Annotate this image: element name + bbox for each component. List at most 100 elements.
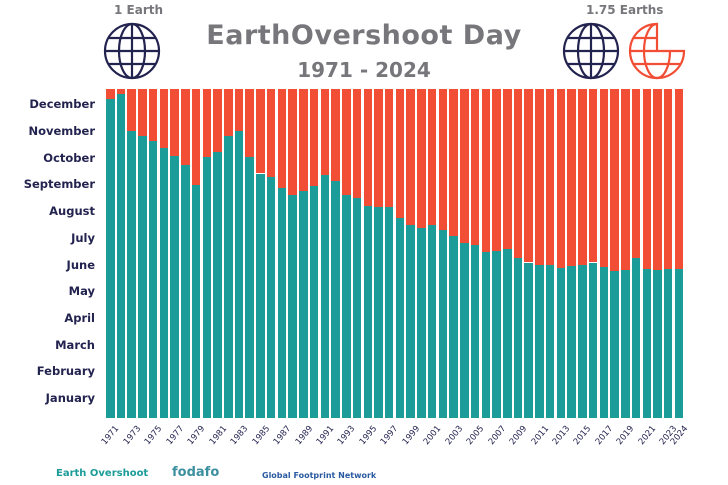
- budget-segment: [320, 175, 330, 418]
- overshoot-segment: [213, 89, 222, 152]
- x-tick-label: 2003: [443, 424, 466, 448]
- overshoot-segment: [384, 89, 394, 207]
- bar-2007: [492, 89, 501, 418]
- budget-segment: [309, 186, 319, 418]
- overshoot-segment: [363, 89, 373, 206]
- budget-segment: [181, 165, 190, 418]
- budget-segment: [342, 195, 351, 418]
- overshoot-segment: [588, 89, 598, 263]
- budget-segment: [427, 224, 437, 418]
- bar-1985: [256, 89, 265, 418]
- globe-icon: [103, 22, 161, 80]
- bar-2021: [642, 89, 651, 418]
- budget-segment: [288, 195, 297, 418]
- overshoot-segment: [513, 89, 523, 258]
- bar-2004: [460, 89, 469, 418]
- x-tick-label: 1981: [207, 424, 229, 448]
- y-tick-label: October: [43, 150, 95, 165]
- budget-segment: [524, 262, 533, 418]
- bar-1982: [224, 89, 233, 418]
- budget-segment: [384, 206, 394, 418]
- overshoot-segment: [556, 89, 566, 268]
- overshoot-segment: [642, 89, 651, 269]
- one-earth-label: 1 Earth: [114, 3, 164, 17]
- x-tick-label: 2013: [550, 424, 573, 448]
- overshoot-segment: [374, 89, 383, 207]
- budget-segment: [481, 251, 491, 418]
- bar-2006: [481, 89, 491, 418]
- y-tick-label: March: [55, 337, 95, 352]
- bar-1995: [363, 89, 373, 418]
- budget-segment: [642, 268, 651, 418]
- bar-2022: [653, 89, 662, 418]
- overshoot-segment: [106, 89, 115, 99]
- budget-segment: [363, 205, 373, 418]
- bar-1992: [331, 89, 340, 418]
- overshoot-segment: [470, 89, 480, 246]
- overshoot-segment: [427, 89, 437, 225]
- budget-segment: [556, 267, 566, 418]
- y-tick-label: May: [68, 284, 95, 299]
- bar-1972: [116, 89, 126, 418]
- overshoot-segment: [438, 89, 448, 231]
- bar-1990: [309, 89, 319, 418]
- bar-1991: [320, 89, 330, 418]
- overshoot-segment: [352, 89, 362, 198]
- bar-2023: [663, 89, 673, 418]
- budget-segment: [492, 250, 501, 418]
- bar-2003: [449, 89, 458, 418]
- x-tick-label: 2021: [636, 424, 659, 448]
- budget-segment: [299, 190, 308, 418]
- x-tick-label: 1977: [164, 424, 187, 448]
- y-tick-label: January: [45, 391, 95, 405]
- bar-2002: [438, 89, 448, 418]
- x-tick-label: 1997: [379, 424, 401, 448]
- x-tick-label: 1985: [250, 424, 272, 448]
- x-tick-label: 2009: [507, 424, 530, 448]
- bar-2012: [545, 89, 555, 418]
- overshoot-segment: [148, 89, 158, 142]
- one-point-seven-five-earths-label: 1.75 Earths: [586, 3, 664, 17]
- x-tick-label: 1989: [293, 424, 315, 448]
- overshoot-segment: [524, 89, 533, 263]
- bar-1997: [384, 89, 394, 418]
- y-tick-label: February: [36, 364, 95, 379]
- budget-segment: [159, 148, 169, 418]
- x-tick-label: 1983: [228, 424, 251, 448]
- bar-1999: [406, 89, 415, 418]
- overshoot-segment: [610, 89, 619, 272]
- overshoot-segment: [191, 89, 201, 186]
- bar-1987: [277, 89, 287, 418]
- bar-2018: [610, 89, 619, 418]
- budget-segment: [277, 187, 287, 418]
- bar-1976: [159, 89, 169, 418]
- x-tick-label: 2017: [593, 424, 616, 448]
- y-tick-label: November: [28, 124, 95, 138]
- budget-segment: [417, 228, 426, 418]
- budget-segment: [588, 262, 598, 418]
- overshoot-segment: [663, 89, 673, 269]
- budget-segment: [106, 98, 115, 418]
- budget-segment: [674, 268, 684, 418]
- budget-segment: [567, 266, 576, 418]
- budget-segment: [374, 206, 383, 418]
- bar-2005: [470, 89, 480, 418]
- bar-2014: [567, 89, 576, 418]
- overshoot-segment: [127, 89, 136, 132]
- overshoot-segment: [631, 89, 641, 258]
- x-tick-label: 1979: [185, 424, 208, 448]
- bar-1989: [299, 89, 308, 418]
- budget-segment: [266, 177, 276, 418]
- x-tick-label: 1999: [400, 424, 423, 448]
- budget-segment: [503, 249, 512, 418]
- bar-2020: [631, 89, 641, 418]
- x-tick-label: 1971: [100, 424, 122, 448]
- x-tick-label: 2005: [464, 424, 487, 448]
- budget-segment: [138, 135, 147, 418]
- chart-subtitle: 1971 - 2024: [297, 58, 431, 82]
- budget-segment: [148, 141, 158, 418]
- x-tick-label: 1973: [121, 424, 144, 448]
- budget-segment: [545, 265, 555, 418]
- bar-1978: [181, 89, 190, 418]
- y-tick-label: December: [29, 97, 95, 112]
